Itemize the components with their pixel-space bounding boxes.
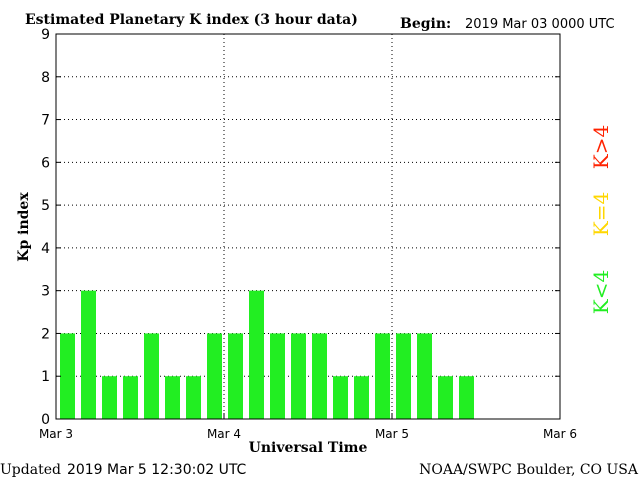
y-tick-label-1: 1 [41, 369, 50, 385]
legend-item-k-below-4: K<4 [589, 270, 613, 314]
x-tick-label-1: Mar 4 [207, 427, 241, 441]
bar-3 [123, 376, 138, 419]
bar-17 [417, 333, 432, 419]
bar-8 [228, 333, 243, 419]
x-tick-label-3: Mar 6 [543, 427, 577, 441]
x-tick-label-0: Mar 3 [39, 427, 73, 441]
grid-lines [56, 34, 560, 419]
updated-value: 2019 Mar 5 12:30:02 UTC [67, 462, 247, 478]
bar-0 [60, 333, 75, 419]
bar-10 [270, 333, 285, 419]
updated-text: Updated 2019 Mar 5 12:30:02 UTC [0, 462, 247, 478]
bar-13 [333, 376, 348, 419]
bar-19 [459, 376, 474, 419]
source-credit: NOAA/SWPC Boulder, CO USA [419, 462, 639, 478]
y-tick-label-5: 5 [41, 198, 50, 214]
x-axis-label: Universal Time [249, 440, 368, 456]
bar-2 [102, 376, 117, 419]
updated-label: Updated [0, 462, 61, 478]
y-tick-label-4: 4 [41, 241, 50, 257]
bar-18 [438, 376, 453, 419]
y-tick-label-7: 7 [41, 113, 50, 129]
bars [60, 290, 474, 419]
bar-14 [354, 376, 369, 419]
bar-11 [291, 333, 306, 419]
begin-value: 2019 Mar 03 0000 UTC [465, 17, 615, 32]
bar-7 [207, 333, 222, 419]
legend-item-k-above-4: K>4 [589, 125, 613, 169]
bar-4 [144, 333, 159, 419]
bar-12 [312, 333, 327, 419]
y-tick-label-2: 2 [41, 326, 50, 342]
chart-title: Estimated Planetary K index (3 hour data… [25, 12, 358, 28]
legend: K>4 K=4 K<4 [589, 125, 613, 314]
bar-5 [165, 376, 180, 419]
legend-item-k-equal-4: K=4 [589, 192, 613, 236]
bar-16 [396, 333, 411, 419]
y-axis-label: Kp index [16, 192, 32, 262]
bar-6 [186, 376, 201, 419]
x-axis-ticks: Mar 3 Mar 4 Mar 5 Mar 6 [39, 413, 577, 441]
plot-frame [55, 33, 561, 420]
x-tick-label-2: Mar 5 [375, 427, 409, 441]
bar-15 [375, 333, 390, 419]
y-tick-label-0: 0 [41, 412, 50, 428]
y-tick-label-3: 3 [41, 284, 50, 300]
bar-1 [81, 290, 96, 419]
y-tick-label-6: 6 [41, 155, 50, 171]
begin-label: Begin: [400, 16, 451, 32]
y-tick-label-9: 9 [41, 27, 50, 43]
y-axis-ticks: 0 1 2 3 4 5 6 7 8 9 [41, 27, 560, 428]
bar-9 [249, 290, 264, 419]
y-tick-label-8: 8 [41, 70, 50, 86]
